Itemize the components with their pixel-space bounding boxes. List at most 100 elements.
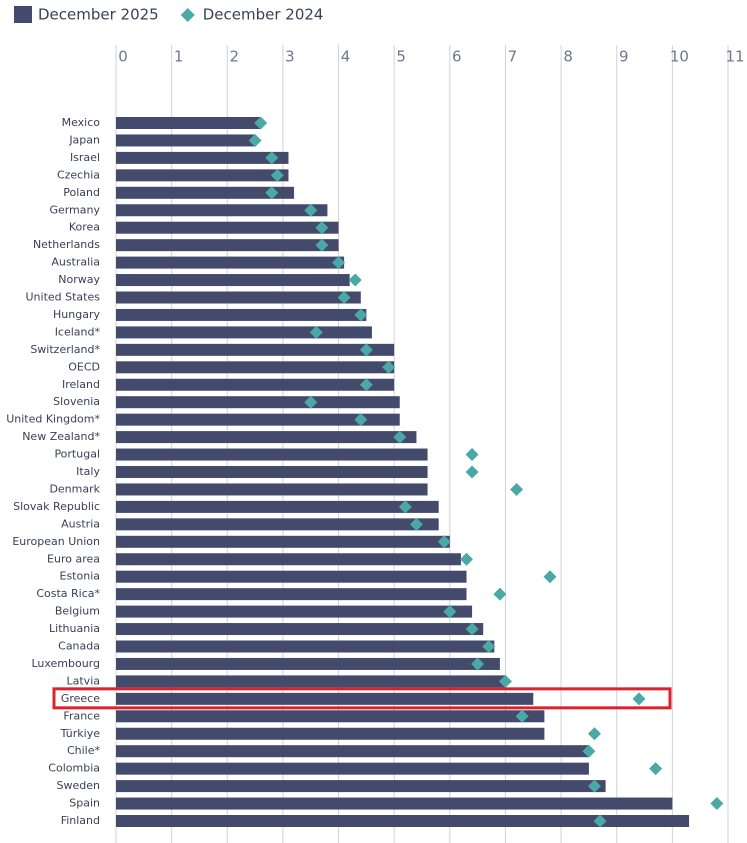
bar xyxy=(116,762,589,775)
y-tick-label: Luxembourg xyxy=(31,657,100,670)
x-tick-label: 9 xyxy=(619,48,629,66)
bar xyxy=(116,396,400,409)
y-tick-label: Costa Rica* xyxy=(36,587,100,600)
bar xyxy=(116,431,417,444)
bar xyxy=(116,151,289,164)
bar xyxy=(116,204,328,217)
bar xyxy=(116,466,428,478)
y-tick-label: Lithuania xyxy=(49,622,100,635)
y-tick-label: Austria xyxy=(61,517,100,530)
legend-swatch xyxy=(14,6,32,23)
y-tick-label: Chile* xyxy=(67,744,101,757)
y-tick-label: Italy xyxy=(76,465,100,478)
bar xyxy=(116,675,506,688)
marker xyxy=(304,203,318,217)
bar xyxy=(116,413,400,426)
bar xyxy=(116,134,256,147)
bar xyxy=(116,605,473,618)
bar xyxy=(116,623,484,636)
bar xyxy=(116,256,345,269)
marker xyxy=(265,151,279,165)
y-tick-label: Korea xyxy=(69,221,100,234)
y-tick-label: Japan xyxy=(68,133,100,146)
x-tick-label: 6 xyxy=(452,48,462,66)
marker xyxy=(465,448,479,462)
marker xyxy=(354,308,368,322)
y-tick-label: Sweden xyxy=(57,779,100,792)
highlight-box xyxy=(52,687,672,710)
y-tick-label: Estonia xyxy=(60,570,101,583)
y-tick-label: Norway xyxy=(58,273,100,286)
x-tick-label: 1 xyxy=(174,48,184,66)
legend-swatch xyxy=(180,8,195,22)
bar xyxy=(116,640,495,653)
bar xyxy=(116,221,339,234)
legend: December 2025 December 2024 xyxy=(14,6,323,24)
x-tick-label: 4 xyxy=(341,48,351,66)
marker xyxy=(359,343,373,357)
marker xyxy=(437,535,451,549)
y-tick-label: Mexico xyxy=(62,116,101,129)
y-tick-label: Finland xyxy=(61,814,100,827)
marker xyxy=(443,605,457,619)
marker xyxy=(348,273,362,287)
marker xyxy=(354,413,368,427)
bar xyxy=(116,815,690,827)
bar xyxy=(116,588,467,601)
bar xyxy=(116,535,450,548)
marker xyxy=(309,325,323,339)
y-tick-label: France xyxy=(63,709,100,722)
bar xyxy=(116,239,339,252)
marker xyxy=(265,186,279,200)
y-tick-label: Slovenia xyxy=(53,395,100,408)
y-tick-label: Hungary xyxy=(53,308,100,321)
marker xyxy=(498,674,512,688)
x-tick-label: 2 xyxy=(229,48,239,66)
bar xyxy=(116,780,606,793)
x-tick-label: 7 xyxy=(508,48,518,66)
marker xyxy=(649,762,663,776)
bar xyxy=(116,117,261,129)
marker xyxy=(465,622,479,636)
y-tick-label: United States xyxy=(26,291,101,304)
marker xyxy=(632,692,646,706)
y-tick-label: Czechia xyxy=(57,168,100,181)
y-tick-label: Australia xyxy=(51,256,100,269)
bar xyxy=(116,657,500,670)
marker xyxy=(471,657,485,671)
y-tick-label: Israel xyxy=(70,151,100,164)
bar xyxy=(116,797,673,810)
bar xyxy=(116,448,428,461)
bar xyxy=(116,710,545,723)
y-tick-label: Poland xyxy=(63,186,100,199)
marker xyxy=(587,727,601,741)
bar xyxy=(116,274,350,287)
marker xyxy=(304,395,318,409)
marker xyxy=(359,378,373,392)
legend-label: December 2024 xyxy=(203,6,324,24)
marker xyxy=(382,360,396,374)
marker xyxy=(337,291,351,304)
y-tick-label: Canada xyxy=(58,640,100,653)
bar xyxy=(116,291,361,304)
y-tick-label: Iceland* xyxy=(55,325,101,338)
marker xyxy=(409,517,423,531)
x-tick-label: 11 xyxy=(725,48,744,66)
bar xyxy=(116,483,428,496)
x-tick-label: 8 xyxy=(563,48,573,66)
y-tick-label: Denmark xyxy=(49,482,100,495)
y-tick-label: Türkiye xyxy=(60,727,101,740)
y-tick-label: Spain xyxy=(69,797,100,810)
y-tick-label: Greece xyxy=(61,692,100,705)
marker xyxy=(587,779,601,793)
marker xyxy=(593,814,607,828)
marker xyxy=(515,709,529,723)
y-tick-label: Belgium xyxy=(55,605,100,618)
x-tick-label: 3 xyxy=(285,48,295,66)
legend-label: December 2025 xyxy=(38,6,159,24)
bar xyxy=(116,500,439,513)
y-tick-label: Switzerland* xyxy=(30,343,100,356)
y-tick-label: Portugal xyxy=(54,448,100,461)
bar xyxy=(116,692,534,705)
bar xyxy=(116,745,589,758)
